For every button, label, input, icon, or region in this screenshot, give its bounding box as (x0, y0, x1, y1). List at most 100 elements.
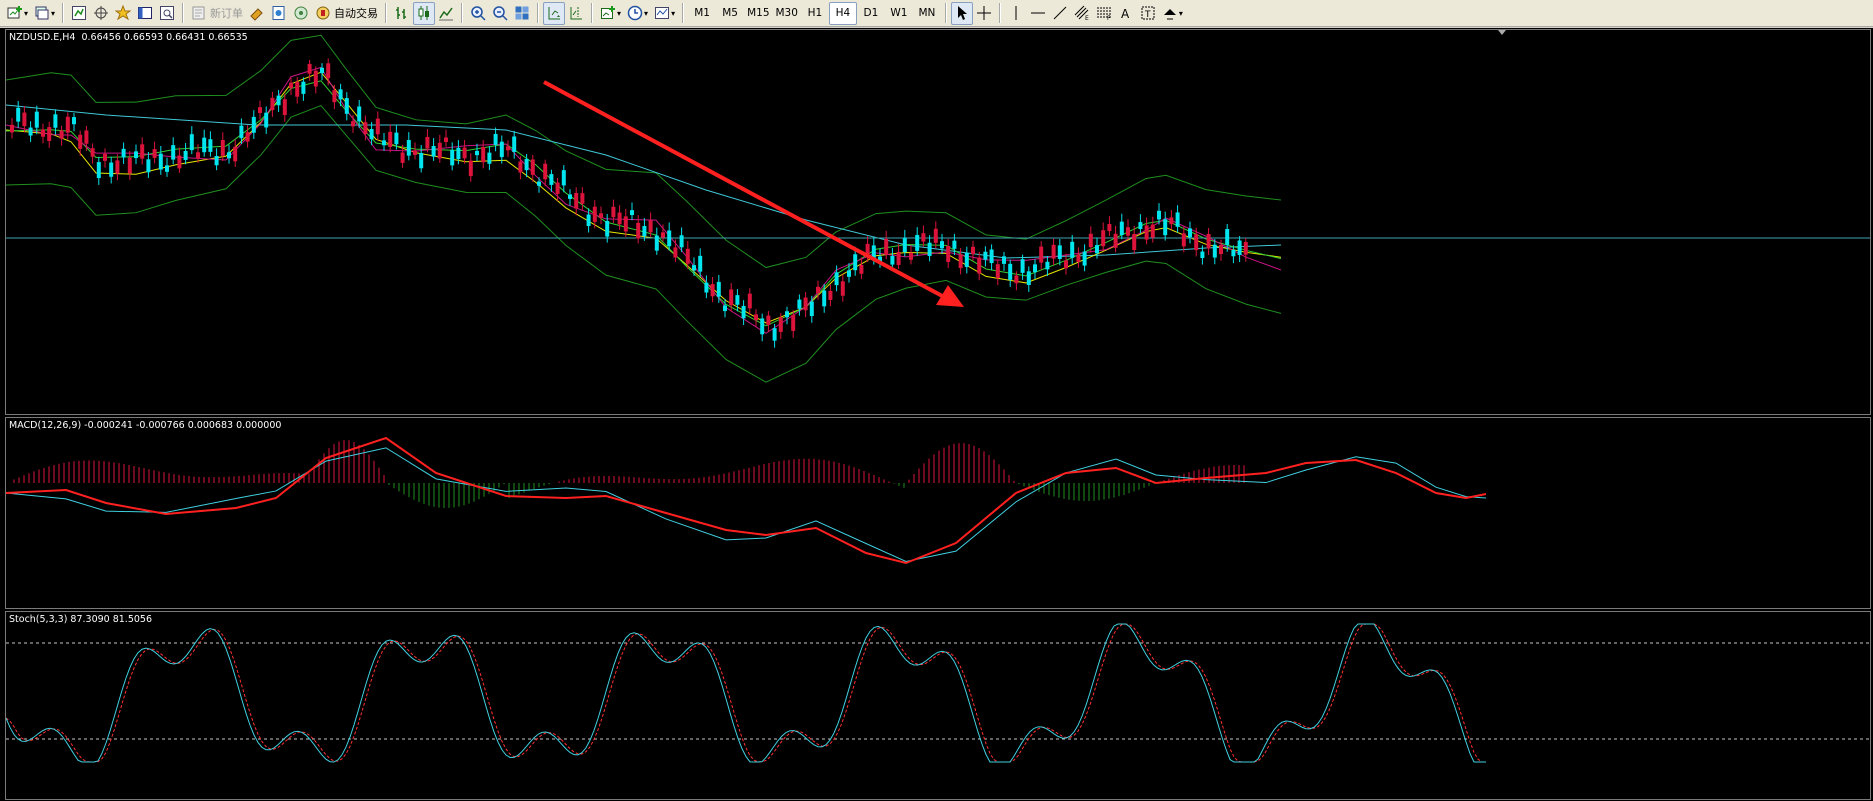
bar-chart-button[interactable] (391, 2, 413, 25)
text-label-button[interactable]: T (1137, 2, 1159, 25)
data-window-button[interactable] (134, 2, 156, 25)
stochastic-panel[interactable]: Stoch(5,3,3) 87.3090 81.5056 (5, 611, 1871, 800)
candle-body (1169, 217, 1174, 225)
timeframe-d1-button[interactable]: D1 (863, 7, 879, 19)
profiles-button[interactable]: ▾ (31, 2, 58, 25)
history-icon (160, 6, 175, 20)
candle-body (158, 153, 163, 170)
toolbar-separator (182, 3, 185, 23)
fibonacci-button[interactable]: F (1093, 2, 1115, 25)
candle-body (264, 112, 269, 128)
tile-windows-button[interactable] (511, 2, 533, 25)
stochastic-panel-label: Stoch(5,3,3) 87.3090 81.5056 (9, 614, 153, 625)
candle-body (518, 161, 523, 173)
autotrade-label: 自动交易 (334, 7, 379, 20)
periods-button[interactable]: ▾ (624, 2, 651, 25)
candle-body (537, 181, 541, 186)
vertical-line-button[interactable] (1005, 2, 1027, 25)
market-watch-button[interactable] (68, 2, 90, 25)
price-panel-label: NZDUSD.E,H4 0.66456 0.66593 0.66431 0.66… (9, 32, 248, 43)
candle-body (450, 150, 455, 166)
new-chart-button[interactable]: ▾ (4, 2, 31, 25)
templates-button[interactable]: ▾ (651, 2, 678, 25)
candle-body (989, 249, 994, 264)
autotrade-button[interactable]: 自动交易 (312, 2, 381, 25)
terminal-button[interactable] (112, 2, 134, 25)
new-order-button[interactable]: 新订单 (188, 2, 246, 25)
scroll-marker-icon (1498, 30, 1506, 35)
candle-body (741, 305, 746, 319)
timeframe-w1-button[interactable]: W1 (890, 7, 908, 19)
candle-body (568, 194, 572, 199)
history-center-button[interactable] (268, 2, 290, 25)
chart-window[interactable]: NZDUSD.E,H4 0.66456 0.66593 0.66431 0.66… (0, 28, 1873, 801)
metaeditor-button[interactable] (246, 2, 268, 25)
text-button[interactable]: A (1115, 2, 1137, 25)
tester-button[interactable] (156, 2, 178, 25)
line-chart-button[interactable] (435, 2, 457, 25)
candle-body (716, 281, 721, 297)
indicators-button[interactable]: ▾ (597, 2, 624, 25)
timeframe-m30-button[interactable]: M30 (775, 7, 798, 19)
autoscroll-button[interactable] (543, 1, 566, 25)
ma-long-line (6, 104, 1282, 259)
candle-body (1002, 256, 1006, 264)
timeframe-h4-button[interactable]: H4 (828, 1, 857, 25)
timeframe-m5-button[interactable]: M5 (722, 7, 738, 19)
candle-body (896, 251, 901, 265)
macd-chart[interactable] (6, 418, 1870, 608)
macd-panel[interactable]: MACD(12,26,9) -0.000241 -0.000766 0.0006… (5, 417, 1871, 609)
zoom-out-button[interactable] (489, 2, 511, 25)
toolbar-separator (461, 3, 464, 23)
navigator-button[interactable] (90, 2, 112, 25)
templates-icon (655, 7, 670, 19)
candle-body (320, 67, 324, 74)
cursor-button[interactable] (950, 1, 973, 25)
crosshair-button[interactable] (973, 2, 995, 25)
candle-body (227, 152, 231, 159)
candle-body (630, 210, 634, 216)
trendline-button[interactable] (1049, 2, 1071, 25)
candle-body (1026, 271, 1031, 285)
candle-body (103, 153, 107, 161)
arrows-button[interactable]: ▾ (1159, 2, 1186, 25)
candle-body (78, 134, 83, 149)
candle-body (34, 111, 39, 128)
svg-text:T: T (1144, 10, 1151, 20)
zoom-in-button[interactable] (467, 2, 489, 25)
candle-body (344, 98, 349, 114)
candle-body (729, 289, 734, 306)
horizontal-line-button[interactable] (1027, 2, 1049, 25)
candle-body (289, 82, 293, 89)
bollinger-upper-line (6, 34, 1282, 269)
candle-body (1076, 254, 1081, 262)
candle-body (499, 141, 504, 158)
candles-button[interactable] (413, 1, 436, 25)
candle-body (425, 136, 430, 149)
candle-body (828, 290, 833, 300)
price-panel[interactable]: NZDUSD.E,H4 0.66456 0.66593 0.66431 0.66… (5, 29, 1871, 415)
toolbar-separator (944, 3, 947, 23)
timeframe-m1-button[interactable]: M1 (694, 7, 710, 19)
signals-button[interactable] (290, 2, 312, 25)
candle-body (599, 213, 603, 218)
timeframe-h1-button[interactable]: H1 (807, 7, 823, 19)
timeframe-mn-button[interactable]: MN (918, 7, 936, 19)
candle-body (47, 127, 52, 142)
candle-body (1144, 225, 1149, 240)
candle-body (1175, 212, 1180, 227)
price-chart[interactable] (6, 30, 1870, 414)
equidistant-channel-button[interactable]: E (1071, 2, 1093, 25)
candle-body (735, 295, 740, 305)
autoscroll-icon (548, 7, 561, 20)
stochastic-chart[interactable] (6, 612, 1870, 799)
timeframe-m15-button[interactable]: M15 (747, 7, 770, 19)
candle-body (760, 318, 765, 335)
toolbar-separator (537, 3, 540, 23)
ma-mid-line (6, 80, 1282, 327)
chart-shift-button[interactable] (565, 2, 587, 25)
text-icon: A (1121, 7, 1130, 21)
candle-body (803, 297, 808, 311)
candle-body (809, 301, 814, 317)
candle-body (617, 212, 622, 225)
